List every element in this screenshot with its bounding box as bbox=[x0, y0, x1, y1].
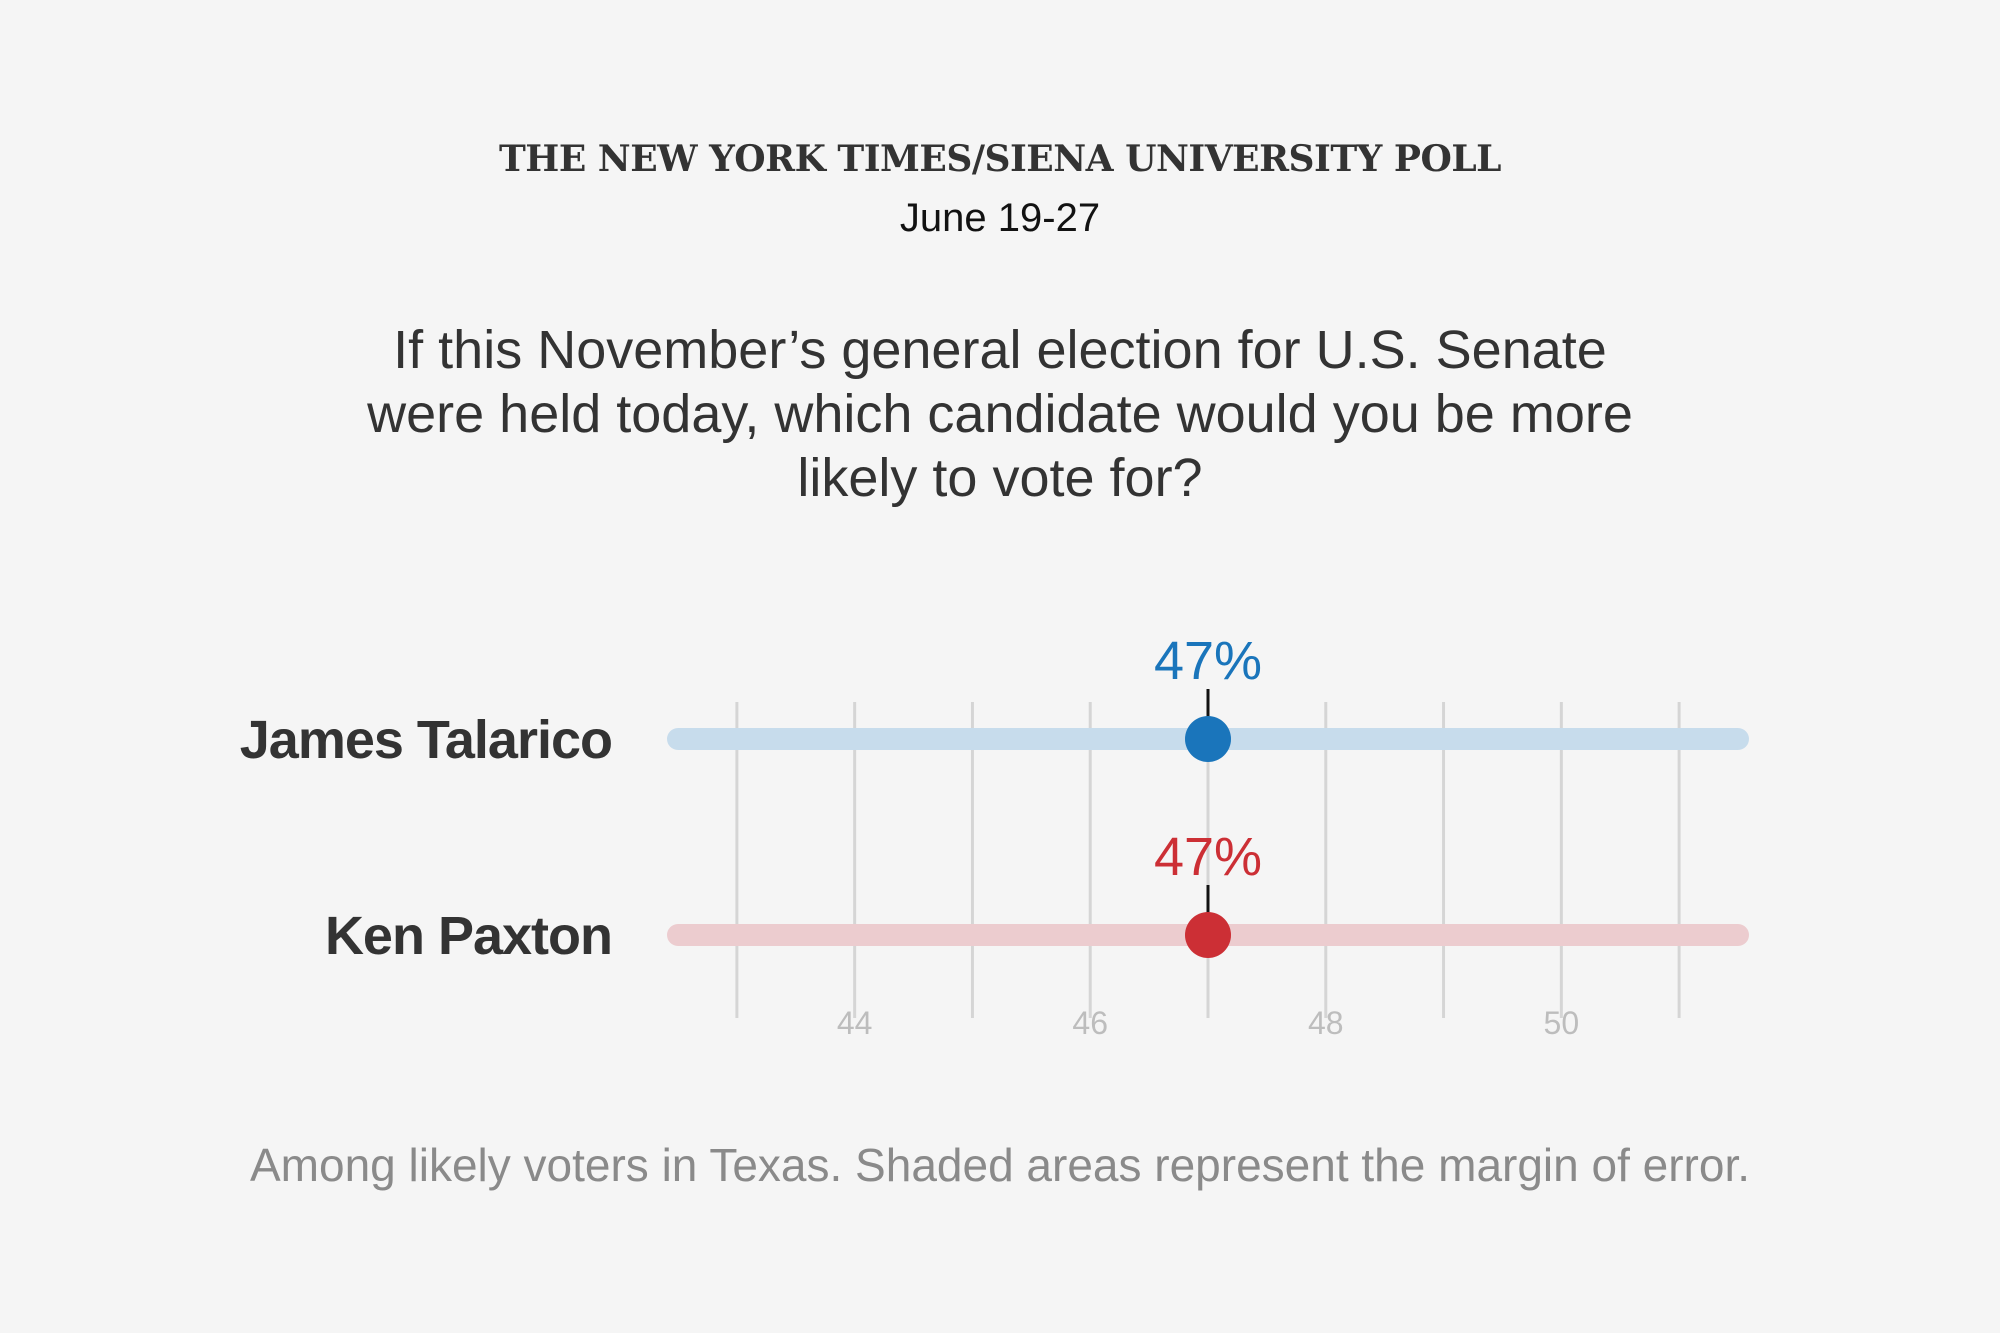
x-tick-label: 50 bbox=[1544, 1005, 1580, 1041]
value-dot bbox=[1185, 912, 1231, 958]
gridlines bbox=[735, 702, 1681, 1018]
poll-question: If this November’s general election for … bbox=[367, 320, 1633, 508]
candidate-name: James Talarico bbox=[240, 710, 612, 770]
x-tick-label: 44 bbox=[837, 1005, 873, 1041]
value-label: 47% bbox=[1154, 631, 1262, 691]
x-axis-ticks: 44 46 48 50 James Talarico 47% Ken Paxton 47% bbox=[240, 631, 1579, 1041]
value-dot bbox=[1185, 716, 1231, 762]
value-label: 47% bbox=[1154, 827, 1262, 887]
candidate-name: Ken Paxton bbox=[325, 906, 612, 966]
x-tick-label: 48 bbox=[1308, 1005, 1344, 1041]
poll-kicker: THE NEW YORK TIMES/SIENA UNIVERSITY POLL bbox=[499, 138, 1501, 180]
x-tick-label: 46 bbox=[1072, 1005, 1108, 1041]
chart-footnote: Among likely voters in Texas. Shaded are… bbox=[249, 1139, 1751, 1191]
poll-date: June 19-27 bbox=[899, 196, 1101, 240]
